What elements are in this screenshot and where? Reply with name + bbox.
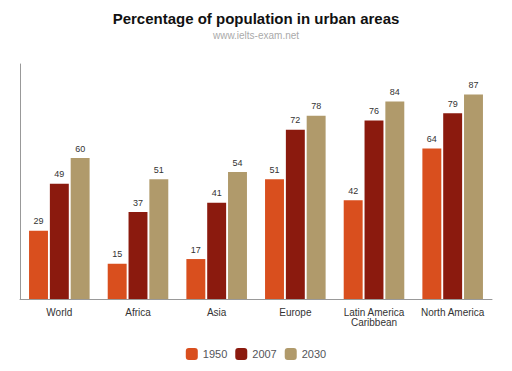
svg-text:Africa: Africa (125, 307, 151, 318)
svg-text:15: 15 (112, 249, 122, 259)
svg-text:54: 54 (232, 158, 242, 168)
svg-text:Latin America: Latin America (343, 306, 405, 318)
svg-text:Asia: Asia (207, 307, 227, 318)
svg-text:North America: North America (421, 307, 485, 318)
svg-text:41: 41 (212, 188, 222, 198)
svg-text:17: 17 (191, 245, 201, 255)
svg-text:World: World (46, 307, 72, 318)
svg-text:49: 49 (54, 169, 64, 179)
svg-text:78: 78 (311, 101, 321, 111)
svg-text:37: 37 (133, 198, 143, 208)
svg-text:1950: 1950 (203, 348, 227, 360)
svg-text:72: 72 (290, 115, 300, 125)
svg-text:51: 51 (270, 165, 280, 175)
svg-text:Caribbean: Caribbean (351, 317, 397, 328)
svg-text:76: 76 (369, 106, 379, 116)
svg-text:79: 79 (448, 99, 458, 109)
svg-text:2030: 2030 (302, 348, 326, 360)
svg-text:64: 64 (427, 134, 437, 144)
svg-text:Percentage of population in ur: Percentage of population in urban areas (113, 10, 400, 27)
svg-text:29: 29 (34, 216, 44, 226)
svg-text:42: 42 (348, 186, 358, 196)
svg-text:60: 60 (75, 144, 85, 154)
svg-text:www.ielts-exam.net: www.ielts-exam.net (212, 30, 299, 41)
svg-text:51: 51 (154, 165, 164, 175)
svg-text:87: 87 (468, 80, 478, 90)
svg-text:2007: 2007 (252, 348, 276, 360)
svg-text:Europe: Europe (279, 307, 312, 318)
svg-text:84: 84 (390, 87, 400, 97)
